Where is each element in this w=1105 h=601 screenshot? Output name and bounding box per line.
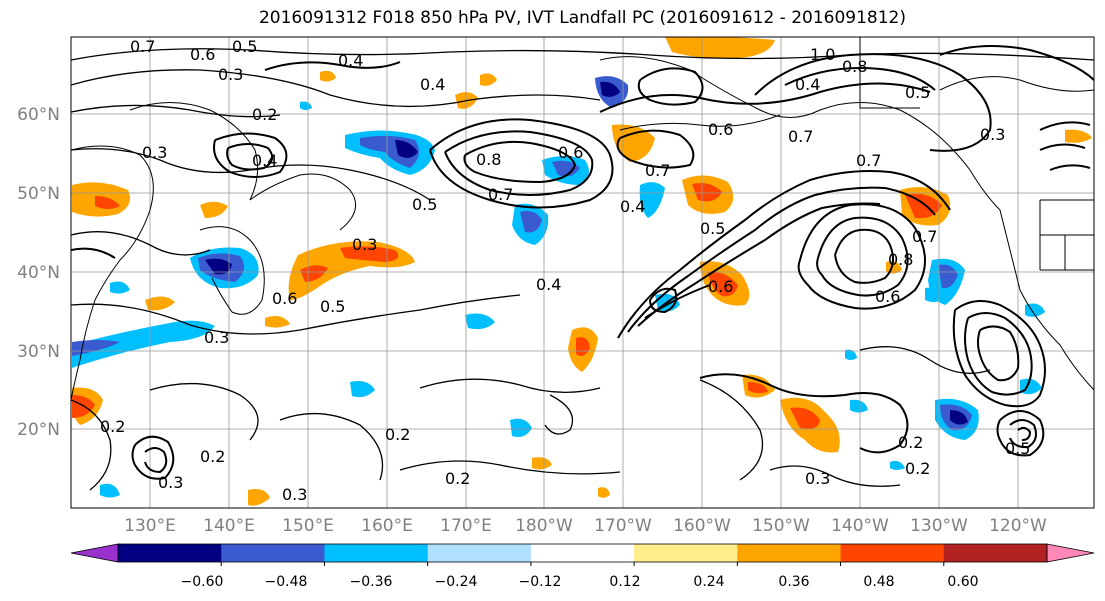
contour-label: 0.3 bbox=[980, 125, 1005, 144]
lon-label: 170°W bbox=[594, 516, 652, 536]
contour-label: 0.6 bbox=[708, 120, 733, 139]
colorbar-tick-label: 0.48 bbox=[863, 574, 894, 590]
colorbar-segment bbox=[324, 544, 429, 562]
contour-label: 0.5 bbox=[232, 37, 257, 56]
contour-label: 0.7 bbox=[488, 185, 513, 204]
contour-label: 0.6 bbox=[190, 45, 215, 64]
colorbar-segment bbox=[840, 544, 945, 562]
lon-label: 140°W bbox=[831, 516, 889, 536]
contour-label: 0.5 bbox=[412, 195, 437, 214]
contour-label: 0.2 bbox=[898, 433, 923, 452]
lat-label-50n: 50°N bbox=[17, 184, 60, 204]
contour-label: 0.4 bbox=[252, 151, 277, 170]
colorbar-extend-max bbox=[1046, 543, 1095, 563]
contour-label: 0.7 bbox=[130, 37, 155, 56]
colorbar bbox=[70, 543, 1095, 566]
lon-label: 160°E bbox=[361, 516, 413, 536]
colorbar-tick-label: −0.12 bbox=[519, 574, 562, 590]
contour-label: 0.7 bbox=[788, 127, 813, 146]
contour-label: 0.4 bbox=[620, 197, 645, 216]
lon-label: 170°E bbox=[440, 516, 492, 536]
contour-label: 0.7 bbox=[645, 161, 670, 180]
contour-label: 0.6 bbox=[875, 287, 900, 306]
colorbar-segment bbox=[737, 544, 842, 562]
contour-label: 0.5 bbox=[1005, 439, 1030, 458]
contour-label: 0.8 bbox=[476, 150, 501, 169]
contour-label: 0.3 bbox=[282, 485, 307, 504]
contour-label: 0.5 bbox=[905, 83, 930, 102]
contour-label: 0.3 bbox=[158, 473, 183, 492]
contour-label: 0.6 bbox=[708, 277, 733, 296]
contour-label: 0.2 bbox=[385, 425, 410, 444]
contour-label: 0.4 bbox=[420, 75, 445, 94]
colorbar-tick-label: −0.48 bbox=[265, 574, 308, 590]
colorbar-segment bbox=[221, 544, 325, 562]
colorbar-tick-label: 0.60 bbox=[947, 574, 978, 590]
contour-label: 0.3 bbox=[805, 469, 830, 488]
lon-label: 180°W bbox=[515, 516, 573, 536]
colorbar-tick-label: 0.36 bbox=[778, 574, 809, 590]
lon-label: 140°E bbox=[203, 516, 255, 536]
contour-label: 0.4 bbox=[536, 275, 561, 294]
ivt-contours bbox=[71, 45, 1094, 491]
contour-label: 0.6 bbox=[558, 143, 583, 162]
negative-anomaly bbox=[72, 76, 1045, 498]
map-area: 0.7 0.6 0.5 0.3 0.4 0.2 0.3 0.4 0.5 0.3 … bbox=[71, 37, 1094, 508]
contour-label: 0.3 bbox=[352, 235, 377, 254]
contour-label: 1.0 bbox=[810, 45, 835, 64]
contour-label: 0.5 bbox=[320, 297, 345, 316]
colorbar-tick-label: −0.60 bbox=[181, 574, 224, 590]
colorbar-segment bbox=[427, 544, 532, 562]
colorbar-segment bbox=[118, 544, 222, 562]
graticule bbox=[71, 37, 1094, 508]
colorbar-tick-label: 0.12 bbox=[609, 574, 640, 590]
colorbar-segment bbox=[530, 544, 635, 562]
contour-label: 0.5 bbox=[700, 219, 725, 238]
lon-label: 120°W bbox=[989, 516, 1047, 536]
lat-label-20n: 20°N bbox=[17, 420, 60, 440]
lat-label-30n: 30°N bbox=[17, 342, 60, 362]
colorbar-frame bbox=[117, 543, 1048, 563]
colorbar-tick-label: −0.36 bbox=[350, 574, 393, 590]
longitude-labels: 130°E 140°E 150°E 160°E 170°E 180°W 170°… bbox=[124, 516, 1047, 536]
map-frame bbox=[70, 36, 1095, 509]
contour-label: 0.3 bbox=[204, 328, 229, 347]
latitude-labels: 60°N 50°N 40°N 30°N 20°N bbox=[17, 105, 60, 440]
lon-label: 150°W bbox=[752, 516, 810, 536]
contour-label: 0.4 bbox=[795, 75, 820, 94]
contour-label: 0.2 bbox=[100, 417, 125, 436]
contour-label: 0.7 bbox=[912, 227, 937, 246]
contour-labels: 0.7 0.6 0.5 0.3 0.4 0.2 0.3 0.4 0.5 0.3 … bbox=[100, 37, 1030, 504]
contour-label: 0.3 bbox=[142, 143, 167, 162]
lon-label: 150°E bbox=[282, 516, 334, 536]
contour-label: 0.2 bbox=[200, 447, 225, 466]
lon-label: 130°W bbox=[910, 516, 968, 536]
lat-label-40n: 40°N bbox=[17, 263, 60, 283]
colorbar-segment bbox=[943, 544, 1048, 562]
contour-label: 0.8 bbox=[888, 250, 913, 269]
colorbar-tick-labels: −0.60 −0.48 −0.36 −0.24 −0.12 0.12 0.24 … bbox=[181, 574, 979, 590]
map-title: 2016091312 F018 850 hPa PV, IVT Landfall… bbox=[258, 8, 906, 28]
contour-label: 0.2 bbox=[445, 469, 470, 488]
contour-label: 0.4 bbox=[338, 51, 363, 70]
contour-label: 0.2 bbox=[252, 105, 277, 124]
colorbar-segment bbox=[634, 544, 738, 562]
lat-label-60n: 60°N bbox=[17, 105, 60, 125]
contour-label: 0.2 bbox=[905, 459, 930, 478]
contour-label: 0.8 bbox=[842, 57, 867, 76]
colorbar-extend-min bbox=[70, 543, 119, 563]
contour-label: 0.7 bbox=[856, 151, 881, 170]
lon-label: 160°W bbox=[673, 516, 731, 536]
colorbar-tick-label: 0.24 bbox=[693, 574, 724, 590]
contour-label: 0.3 bbox=[218, 65, 243, 84]
lon-label: 130°E bbox=[124, 516, 176, 536]
contour-label: 0.6 bbox=[272, 289, 297, 308]
colorbar-tick-label: −0.24 bbox=[435, 574, 478, 590]
